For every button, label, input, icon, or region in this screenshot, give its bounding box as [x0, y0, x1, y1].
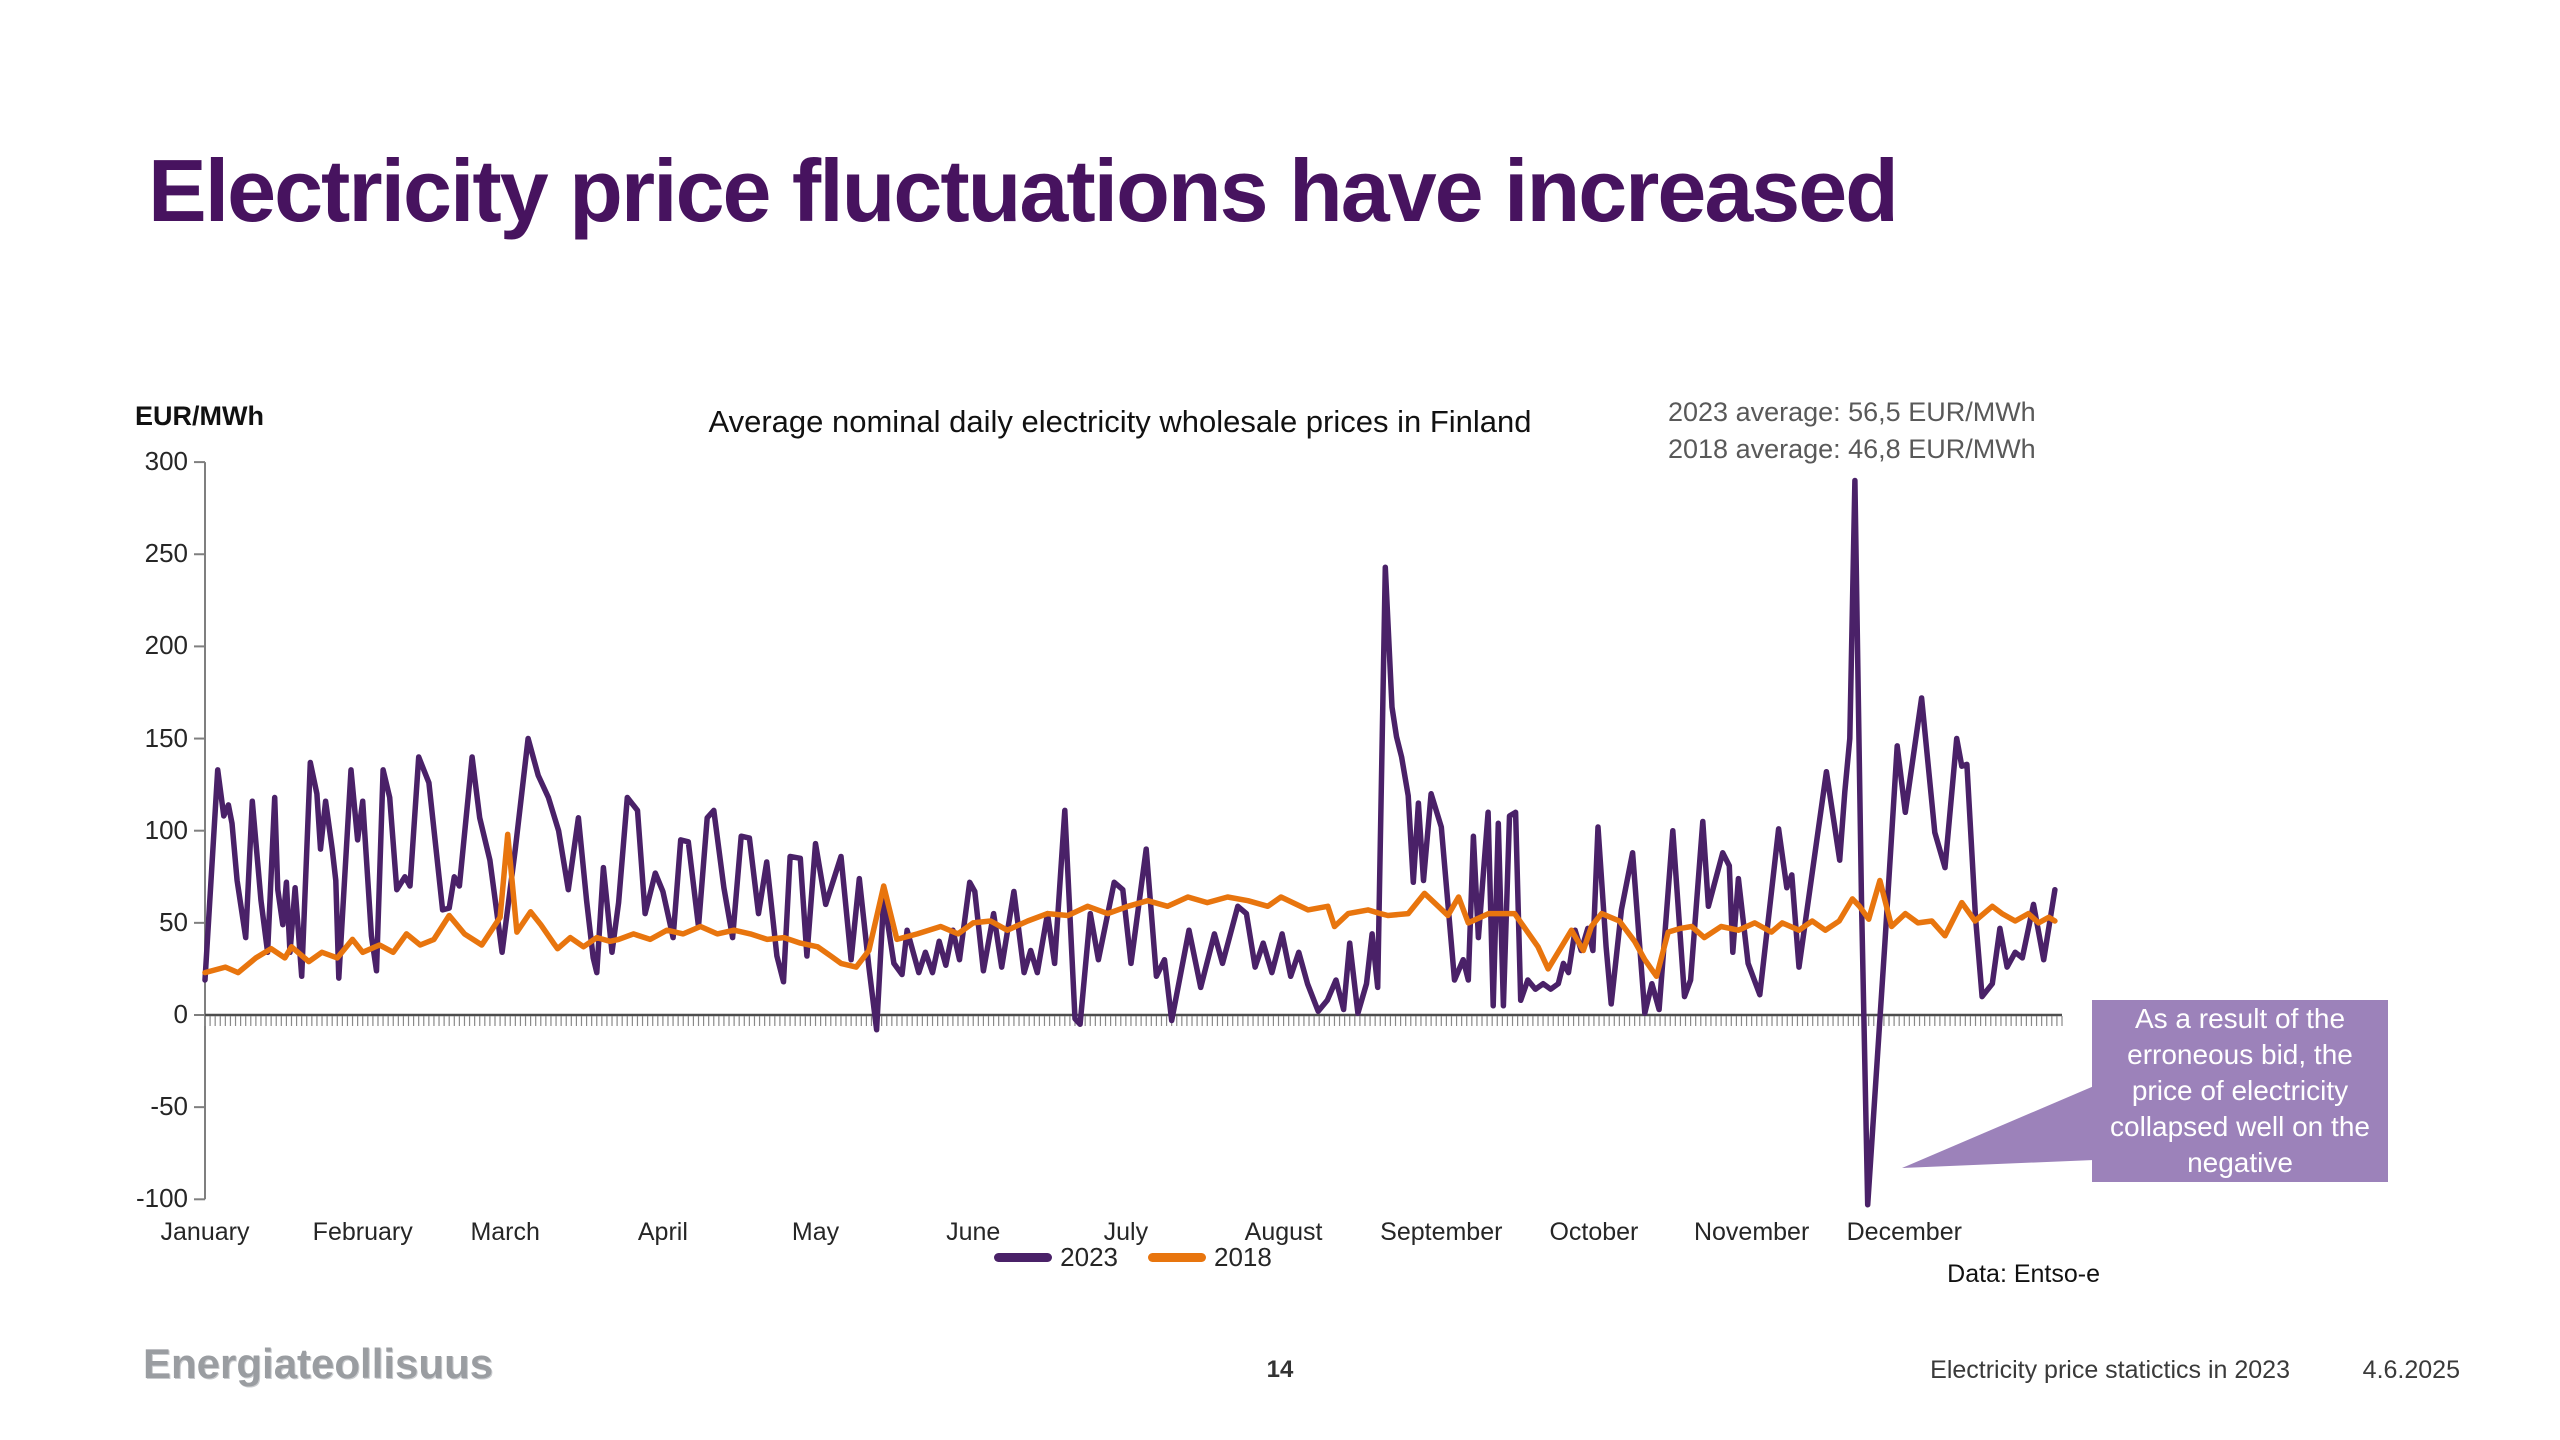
x-axis-month-label: August — [1244, 1218, 1323, 1246]
x-axis-month-label: November — [1693, 1218, 1810, 1246]
legend-label-2023: 2023 — [1060, 1242, 1118, 1272]
footer-document-title: Electricity price statictics in 2023 — [1930, 1356, 2290, 1384]
y-axis-tick-label: 200 — [144, 630, 188, 661]
x-axis-month-label: March — [470, 1218, 540, 1246]
x-axis-month-label: May — [791, 1218, 840, 1246]
y-axis-tick-label: 50 — [159, 906, 188, 937]
legend-swatch-2023 — [994, 1253, 1053, 1262]
y-axis-tick-label: -50 — [150, 1091, 188, 1122]
footer-date: 4.6.2025 — [2362, 1356, 2460, 1384]
y-axis-tick-label: 300 — [144, 446, 188, 477]
data-source-note: Data: Entso-e — [1947, 1260, 2100, 1288]
average-annotations: 2023 average: 56,5 EUR/MWh 2018 average:… — [1668, 394, 2036, 468]
legend-item-2023: 2023 — [994, 1242, 1118, 1273]
y-axis-tick-label: 150 — [144, 722, 188, 753]
chart-legend: 2023 2018 — [0, 1242, 2266, 1273]
legend-item-2018: 2018 — [1148, 1242, 1272, 1273]
x-axis-month-label: January — [160, 1218, 250, 1246]
x-axis-month-label: October — [1549, 1218, 1639, 1246]
y-axis-unit-label: EUR/MWh — [135, 401, 264, 431]
x-axis-month-label: April — [637, 1218, 688, 1246]
y-axis-tick-label: -100 — [135, 1183, 188, 1214]
x-axis-month-label: September — [1380, 1218, 1503, 1246]
x-axis-month-label: June — [946, 1218, 1001, 1246]
x-axis-month-label: February — [312, 1218, 413, 1246]
legend-swatch-2018 — [1148, 1253, 1206, 1262]
legend-label-2018: 2018 — [1214, 1242, 1272, 1272]
average-2018-text: 2018 average: 46,8 EUR/MWh — [1668, 434, 2036, 464]
chart-title: Average nominal daily electricity wholes… — [708, 404, 1532, 439]
page-number: 14 — [1266, 1356, 1294, 1383]
callout-box: As a result of the erroneous bid, the pr… — [2092, 1000, 2388, 1182]
y-axis-tick-label: 250 — [144, 538, 188, 569]
x-axis-month-label: July — [1103, 1218, 1149, 1246]
x-axis-month-label: December — [1846, 1218, 1962, 1246]
page-title: Electricity price fluctuations have incr… — [148, 141, 1899, 240]
average-2023-text: 2023 average: 56,5 EUR/MWh — [1668, 397, 2036, 427]
y-axis-tick-label: 0 — [173, 999, 188, 1029]
y-axis-tick-label: 100 — [144, 814, 188, 845]
company-logo: Energiateollisuus — [143, 1340, 494, 1387]
